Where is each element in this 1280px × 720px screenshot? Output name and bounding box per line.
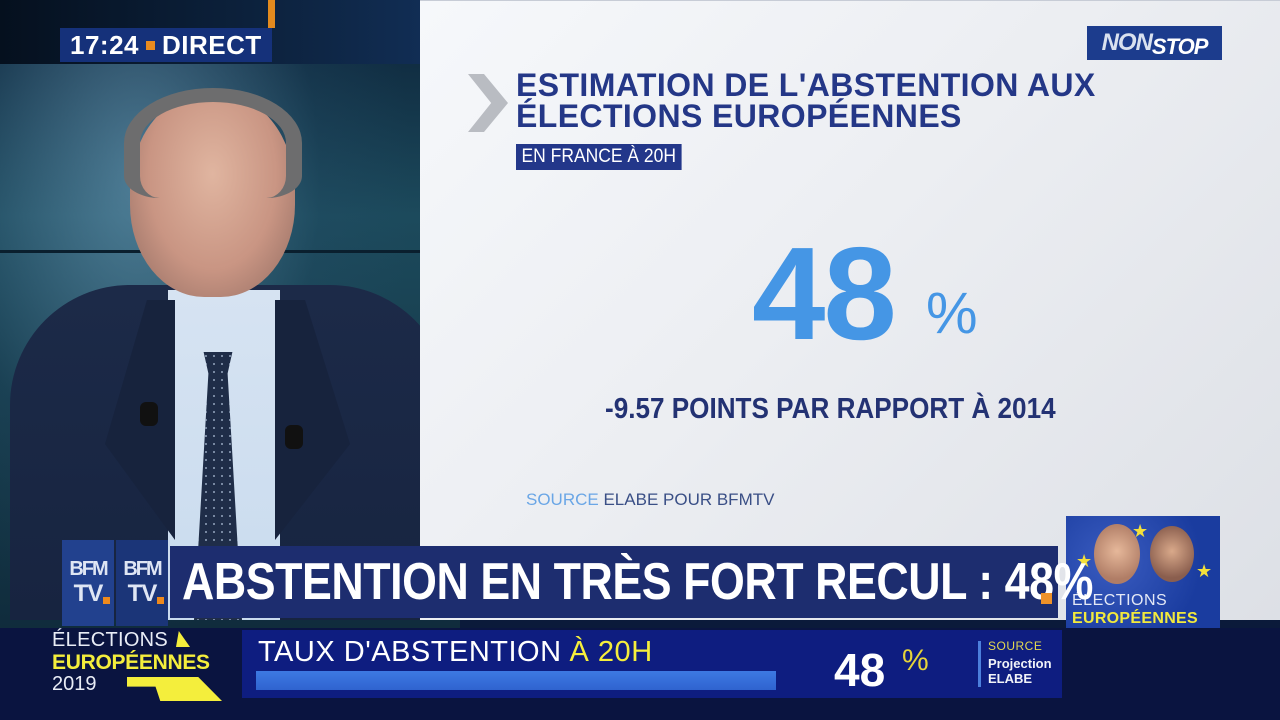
live-clock-bug: 17:24 DIRECT xyxy=(60,28,272,62)
bfmtv-logo-face: BFM TV xyxy=(62,540,114,626)
ticker-source-line1: Projection xyxy=(988,656,1052,671)
source-value: ELABE POUR BFMTV xyxy=(603,490,775,509)
ticker-value: 48 xyxy=(834,644,886,696)
graphic-source: SOURCE ELABE POUR BFMTV xyxy=(526,490,774,510)
graphic-title-line2: ÉLECTIONS EUROPÉENNES xyxy=(516,98,962,134)
promo-hosts-image: ★ ★ ★ xyxy=(1066,516,1220,628)
host-face-left xyxy=(1094,524,1140,584)
nonstop-non: NON xyxy=(1101,29,1153,56)
logo-bfm: BFM xyxy=(69,558,108,580)
ticker-unit: % xyxy=(902,644,929,677)
logo-tv-wrap: TV xyxy=(73,580,111,608)
orange-accent-strip xyxy=(268,0,275,28)
europeennes-label: EUROPÉENNES xyxy=(52,651,210,674)
bfmtv-logo-face: BFM TV xyxy=(116,540,168,626)
abstention-value: 48 xyxy=(752,220,897,367)
flag-shape-icon xyxy=(127,677,222,701)
promo-europeennes: EUROPÉENNES xyxy=(1072,610,1198,627)
nonstop-channel-bug: NON STOP xyxy=(1087,26,1222,60)
ticker-label: TAUX D'ABSTENTION À 20H xyxy=(258,636,653,669)
live-status: DIRECT xyxy=(162,29,262,60)
abstention-progress-bar xyxy=(256,671,776,690)
presenter-hair xyxy=(124,88,302,198)
graphic-title: ESTIMATION DE L'ABSTENTION AUX ÉLECTIONS… xyxy=(516,67,1176,134)
lapel-mic-icon xyxy=(285,425,303,449)
logo-dot-icon xyxy=(103,597,111,604)
ticker-source-label: SOURCE xyxy=(988,639,1043,653)
logo-bfm: BFM xyxy=(123,558,162,580)
graphic-title-line1: ESTIMATION DE L'ABSTENTION AUX xyxy=(516,67,1096,103)
eu-star-icon: ★ xyxy=(1076,551,1093,571)
ticker-source-line2: ELABE xyxy=(988,671,1033,686)
promo-elections: ÉLECTIONS xyxy=(1072,592,1168,609)
panel-divider xyxy=(420,0,1280,1)
bfmtv-logo: BFM TV BFM TV xyxy=(62,540,168,626)
eu-star-icon: ★ xyxy=(1196,561,1213,581)
eu-star-icon: ★ xyxy=(1132,521,1149,541)
logo-tv: TV xyxy=(127,580,158,607)
headline-banner: ABSTENTION EN TRÈS FORT RECUL : 48% xyxy=(170,546,1093,618)
logo-tv: TV xyxy=(73,580,104,607)
separator-dot-icon xyxy=(146,40,155,50)
source-label: SOURCE xyxy=(526,490,599,509)
elections-label: ÉLECTIONS xyxy=(52,629,169,651)
headline-dot-icon xyxy=(1041,593,1052,604)
abstention-delta: -9.57 POINTS PAR RAPPORT À 2014 xyxy=(605,393,1056,425)
lapel-mic-icon xyxy=(140,402,158,426)
election-year: 2019 xyxy=(52,673,97,695)
logo-tv-wrap: TV xyxy=(127,580,165,608)
nonstop-stop: STOP xyxy=(1151,34,1209,59)
presenter xyxy=(0,0,460,620)
headline-text: ABSTENTION EN TRÈS FORT RECUL : 48% xyxy=(182,553,1093,611)
ticker-label-main: TAUX D'ABSTENTION xyxy=(258,636,562,668)
graphic-subtitle-tag: EN FRANCE À 20H xyxy=(516,144,682,170)
logo-dot-icon xyxy=(157,597,165,604)
ticker-label-highlight: À 20H xyxy=(569,636,653,668)
host-face-right xyxy=(1150,526,1194,582)
elections-2019-logo: ÉLECTIONS EUROPÉENNES 2019 xyxy=(52,629,222,701)
clock-time: 17:24 xyxy=(70,29,139,60)
ticker-separator xyxy=(978,641,981,687)
abstention-unit: % xyxy=(926,281,978,346)
triangle-icon xyxy=(176,631,190,647)
